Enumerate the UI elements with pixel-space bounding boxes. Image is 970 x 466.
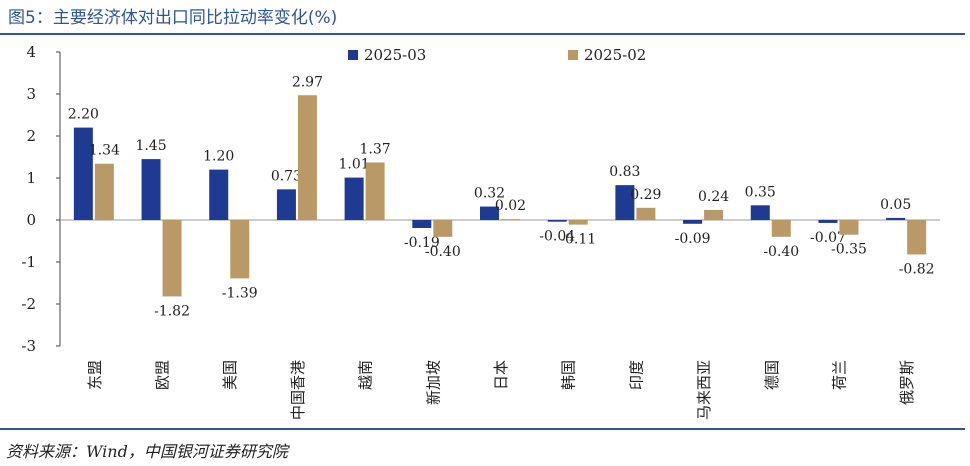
bar-2025-03-韩国: [547, 220, 567, 222]
category-label: 马来西亚: [695, 360, 713, 420]
category-label: 韩国: [560, 360, 578, 390]
category-label: 日本: [492, 360, 510, 390]
bar-2025-02-东盟: [94, 163, 114, 220]
bar-2025-02-越南: [365, 162, 385, 220]
category-label: 俄罗斯: [898, 360, 916, 405]
bar-2025-03-德国: [750, 205, 770, 220]
legend-label: 2025-02: [584, 46, 646, 64]
data-label: 0.24: [698, 189, 729, 205]
category-label: 欧盟: [154, 360, 172, 390]
bar-2025-03-新加坡: [412, 220, 432, 228]
y-tick-label: 0: [26, 211, 36, 229]
bar-2025-02-美国: [230, 220, 250, 279]
data-label: 0.32: [474, 186, 505, 202]
data-label: 1.34: [89, 143, 120, 159]
bar-2025-02-新加坡: [433, 220, 453, 237]
data-label: 0.02: [495, 198, 526, 214]
bar-2025-03-欧盟: [141, 159, 161, 220]
y-tick-label: -3: [21, 337, 36, 355]
chart-title: 图5：主要经济体对出口同比拉动率变化(%): [8, 8, 338, 28]
data-label: 2.20: [68, 107, 99, 123]
category-label: 中国香港: [289, 360, 307, 420]
y-tick-label: -1: [21, 253, 36, 271]
legend-swatch-2025-02: [568, 50, 578, 60]
y-tick-label: 4: [26, 43, 36, 61]
data-label: -0.11: [560, 232, 596, 248]
data-label: 0.35: [745, 184, 776, 200]
source-note: 资料来源：Wind，中国银河证券研究院: [6, 442, 288, 461]
y-tick-label: 3: [26, 85, 36, 103]
category-label: 东盟: [86, 360, 104, 390]
data-label: -0.04: [539, 229, 575, 245]
bar-2025-02-印度: [636, 207, 656, 220]
legend-label: 2025-03: [364, 46, 426, 64]
y-tick-label: 1: [26, 169, 36, 187]
bar-2025-02-韩国: [568, 220, 588, 225]
data-label: -0.40: [425, 244, 461, 260]
data-label: 1.01: [339, 157, 370, 173]
bar-2025-03-日本: [480, 206, 499, 220]
data-label: 2.97: [292, 74, 323, 90]
bar-2025-03-中国香港: [276, 189, 296, 220]
data-label: -1.39: [222, 285, 258, 301]
legend-swatch-2025-03: [348, 50, 358, 60]
data-label: -0.35: [831, 242, 867, 258]
data-label: -0.07: [810, 230, 846, 246]
data-label: 0.29: [630, 187, 661, 203]
y-tick-label: -2: [21, 295, 36, 313]
data-label: 0.83: [609, 164, 640, 180]
bar-2025-02-中国香港: [297, 95, 317, 220]
bar-2025-03-越南: [344, 177, 364, 220]
title-rule: [0, 33, 965, 35]
bar-2025-03-东盟: [73, 127, 93, 220]
data-label: -1.82: [154, 303, 190, 319]
bar-2025-03-马来西亚: [683, 220, 703, 224]
category-label: 美国: [221, 360, 239, 390]
category-label: 越南: [357, 360, 375, 390]
category-label: 新加坡: [424, 360, 442, 405]
bar-2025-03-美国: [209, 169, 229, 220]
y-tick-label: 2: [26, 127, 36, 145]
data-label: -0.40: [763, 244, 799, 260]
data-label: 0.73: [271, 168, 302, 184]
bar-2025-03-荷兰: [818, 220, 838, 223]
category-label: 印度: [627, 360, 645, 390]
bar-2025-02-马来西亚: [704, 209, 724, 220]
bar-2025-02-俄罗斯: [907, 220, 927, 255]
bar-2025-02-欧盟: [162, 220, 182, 297]
data-label: 0.05: [880, 197, 911, 213]
bar-2025-03-印度: [615, 185, 635, 220]
data-label: -0.09: [675, 231, 711, 247]
data-label: -0.82: [899, 261, 935, 277]
data-label: -0.19: [404, 235, 440, 251]
bar-2025-02-荷兰: [839, 220, 859, 235]
category-label: 荷兰: [830, 360, 848, 390]
category-label: 德国: [763, 360, 781, 390]
bar-2025-03-俄罗斯: [886, 217, 906, 220]
data-label: 1.45: [135, 138, 166, 154]
bar-2025-02-日本: [501, 219, 520, 221]
bar-2025-02-德国: [771, 220, 791, 237]
footer-rule: [0, 428, 965, 430]
bar-chart: 4 3 2 1 0 -1 -2 -3 2.20 1.34 东盟 1.45 -1.82 欧盟 1.20 -1.3…: [21, 43, 940, 420]
data-label: 1.37: [360, 141, 391, 157]
data-label: 1.20: [203, 149, 234, 165]
